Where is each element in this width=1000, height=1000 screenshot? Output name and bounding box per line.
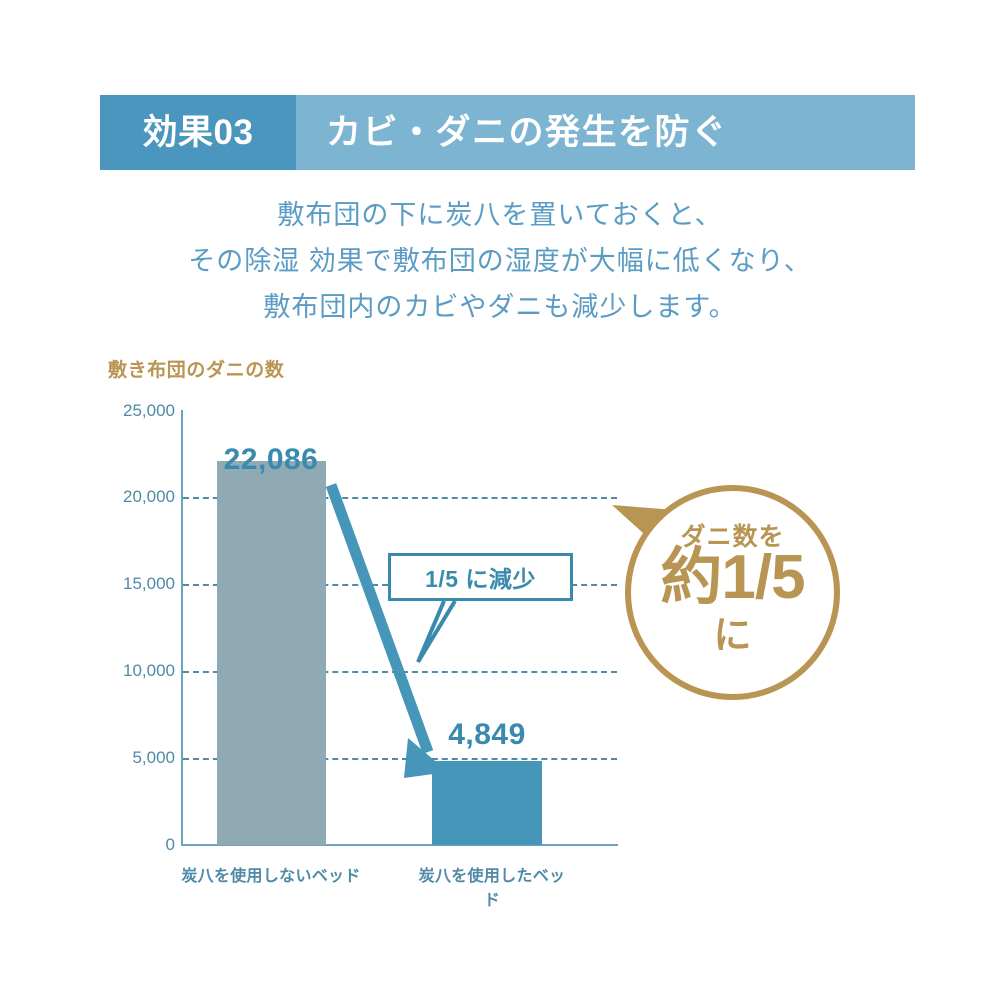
effect-number-label: 効果03 bbox=[142, 113, 254, 152]
banner-title-label: カビ・ダニの発生を防ぐ bbox=[326, 113, 728, 152]
y-tick-label-0: 0 bbox=[165, 835, 175, 854]
gold-summary-badge: ダニ数を 約1/5 に bbox=[625, 485, 840, 700]
y-tick-label-20000: 20,000 bbox=[123, 487, 175, 506]
y-axis-line bbox=[181, 410, 183, 846]
header-banner: 効果03 カビ・ダニの発生を防ぐ bbox=[100, 95, 915, 170]
bar-value-no-sumihachi: 22,086 bbox=[223, 443, 319, 476]
lead-paragraph: 敷布団の下に炭八を置いておくと、 その除湿 効果で敷布団の湿度が大幅に低くなり、… bbox=[0, 192, 1000, 330]
y-tick-label-25000: 25,000 bbox=[123, 401, 175, 420]
y-tick-label-10000: 10,000 bbox=[123, 661, 175, 680]
reduction-callout: 1/5 に減少 bbox=[388, 553, 573, 601]
lead-line-3: 敷布団内のカビやダニも減少します。 bbox=[263, 292, 737, 322]
bar-value-with-sumihachi: 4,849 bbox=[448, 718, 526, 751]
reduction-callout-label: 1/5 に減少 bbox=[425, 566, 536, 592]
lead-line-2: その除湿 効果で敷布団の湿度が大幅に低くなり、 bbox=[188, 246, 812, 276]
bar-with-sumihachi bbox=[432, 761, 542, 845]
category-label-no-sumihachi: 炭八を使用しないベッド bbox=[181, 868, 361, 885]
gold-badge-line-2: 約1/5 bbox=[660, 543, 805, 612]
banner-title-box: カビ・ダニの発生を防ぐ bbox=[296, 95, 915, 170]
gold-badge-line-3: に bbox=[713, 615, 752, 657]
y-tick-label-5000: 5,000 bbox=[132, 748, 175, 767]
gold-badge-line-1: ダニ数を bbox=[680, 523, 785, 551]
effect-number-badge: 効果03 bbox=[100, 95, 296, 170]
chart-title: 敷き布団のダニの数 bbox=[108, 360, 285, 381]
bar-no-sumihachi bbox=[217, 461, 326, 845]
lead-line-1: 敷布団の下に炭八を置いておくと、 bbox=[277, 200, 723, 230]
x-axis-line bbox=[181, 844, 618, 846]
y-tick-label-15000: 15,000 bbox=[123, 574, 175, 593]
category-label-with-sumihachi: 炭八を使用したベッド bbox=[418, 868, 566, 909]
gridline-5000 bbox=[183, 758, 617, 760]
